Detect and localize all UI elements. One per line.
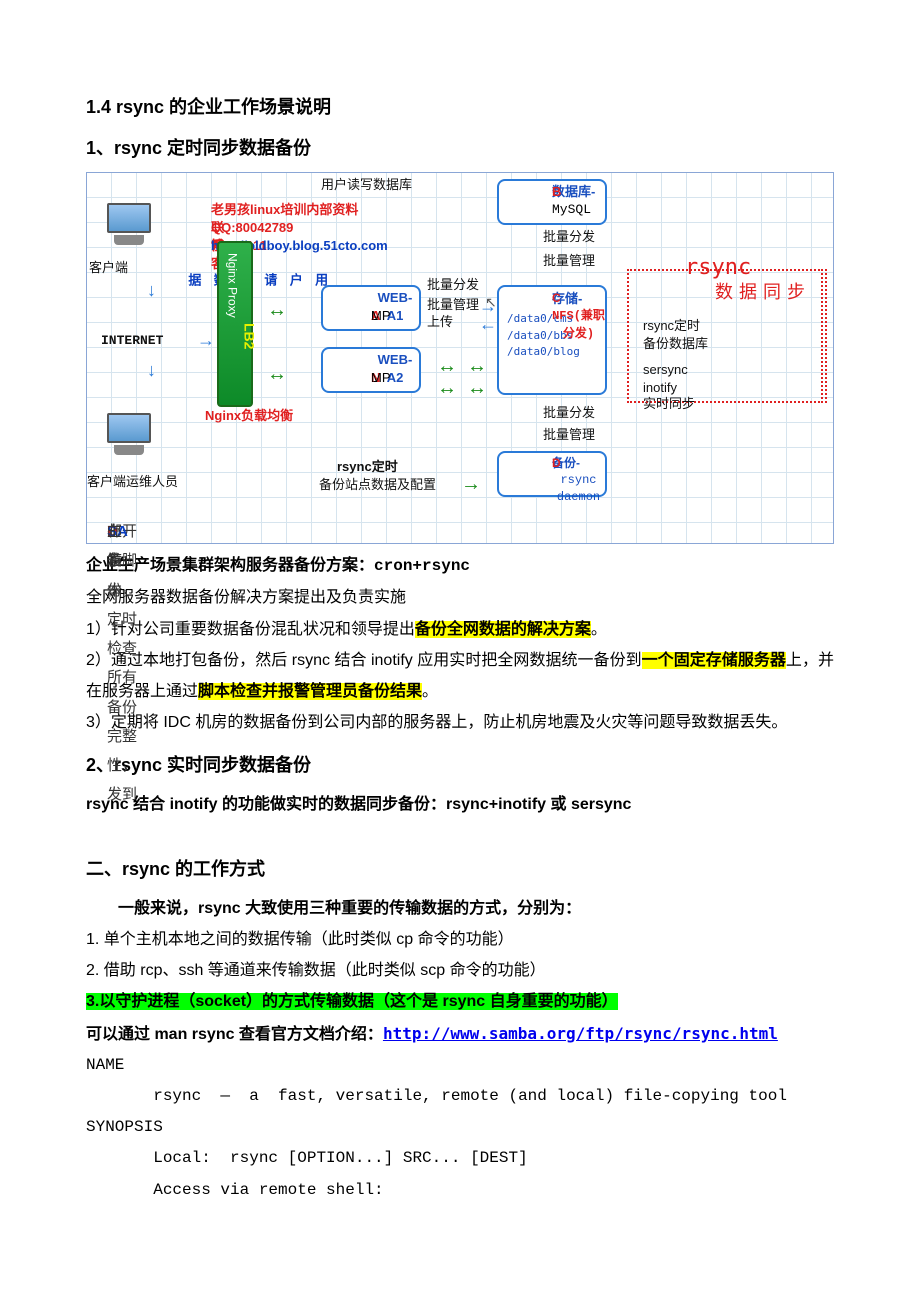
li1: 1. 单个主机本地之间的数据传输（此时类似 cp 命令的功能） <box>86 924 834 955</box>
note-line1: 老男孩linux培训内部资料 <box>211 201 358 219</box>
rsync-sched-label: rsync定时 <box>337 459 398 476</box>
rsync-sync-box: rsync 数据同步 rsync定时 备份数据库 sersync inotify… <box>627 269 823 403</box>
storage-box: 存储-C NFS(兼职分发) /data0/cms /data0/bbs /da… <box>497 285 607 395</box>
ops-label: 客户端运维人员 <box>87 469 178 494</box>
man-name: NAME <box>86 1050 834 1081</box>
backup-site-label: 备份站点数据及配置 <box>319 477 436 494</box>
batch-gl-1: 批量管理 <box>543 253 595 270</box>
batch-fafa-1: 批量分发 <box>543 229 595 246</box>
rsync-box-right-edge <box>825 269 827 403</box>
syn2: Access via remote shell: <box>86 1175 834 1206</box>
batch-gl-upload: 批量管理 上传 <box>427 297 479 331</box>
p8: 可以通过 man rsync 查看官方文档介绍：http://www.samba… <box>86 1018 834 1050</box>
heading-1-4: 1.4 rsync 的企业工作场景说明 <box>86 90 834 125</box>
heading-sec2: 二、rsync 的工作方式 <box>86 852 834 887</box>
li3: 3.以守护进程（socket）的方式传输数据（这个是 rsync 自身重要的功能… <box>86 986 834 1017</box>
batch-fafa-3: 批量分发 <box>543 405 595 422</box>
p7: 一般来说，rsync 大致使用三种重要的传输数据的方式，分别为： <box>86 893 834 924</box>
p6: rsync 结合 inotify 的功能做实时的数据同步备份：rsync+ino… <box>86 789 834 820</box>
database-box: 数据库-B MySQL <box>497 179 607 225</box>
lb-label: Nginx Proxy <box>220 253 243 318</box>
backup-box: 备份-D rsync daemon <box>497 451 607 497</box>
li2: 2. 借助 rcp、ssh 等通道来传输数据（此时类似 scp 命令的功能） <box>86 955 834 986</box>
p4: 2）通过本地打包备份，然后 rsync 结合 inotify 应用实时把全网数据… <box>86 645 834 707</box>
p5: 3）定期将 IDC 机房的数据备份到公司内部的服务器上，防止机房地震及火灾等问题… <box>86 707 834 738</box>
nginx-lb-label: Nginx负载均衡 <box>205 407 293 425</box>
rw-db-label: 用户读写数据库 <box>321 177 412 194</box>
client-pc-icon <box>107 203 163 251</box>
cursor-icon: ↖ <box>485 289 497 316</box>
batch-gl-3: 批量管理 <box>543 427 595 444</box>
rsync-doc-link[interactable]: http://www.samba.org/ftp/rsync/rsync.htm… <box>383 1024 778 1043</box>
syn1: Local: rsync [OPTION...] SRC... [DEST] <box>86 1143 834 1174</box>
heading-2: 2、rsync 实时同步数据备份 <box>86 748 834 783</box>
internet-label: INTERNET <box>101 333 163 350</box>
man-name-line: rsync — a fast, versatile, remote (and l… <box>86 1081 834 1112</box>
p3: 1）针对公司重要数据备份混乱状况和领导提出备份全网数据的解决方案。 <box>86 614 834 645</box>
web-a1-box: WEB-A1 LAMP <box>321 285 421 331</box>
p2: 全网服务器数据备份解决方案提出及负责实施 <box>86 582 834 613</box>
ops-pc-icon <box>107 413 163 461</box>
man-synopsis: SYNOPSIS <box>86 1112 834 1143</box>
batch-fafa-2: 批量分发 <box>427 277 479 294</box>
p1: 企业生产场景集群架构服务器备份方案：cron+rsync <box>86 550 834 582</box>
web-a2-box: WEB-A2 LNMP <box>321 347 421 393</box>
lb-label2: LB2 <box>235 323 262 349</box>
heading-1: 1、rsync 定时同步数据备份 <box>86 131 834 166</box>
user-request-label: 用户请求数据 <box>181 273 333 288</box>
client-label: 客户端 <box>89 255 128 280</box>
rsync-subtitle: 数据同步 <box>715 275 811 310</box>
load-balancer-box: Nginx Proxy LB2 <box>217 241 253 407</box>
architecture-diagram: 客户端 客户端运维人员 用户请求数据 INTERNET 老男孩linux培训内部… <box>86 172 834 544</box>
